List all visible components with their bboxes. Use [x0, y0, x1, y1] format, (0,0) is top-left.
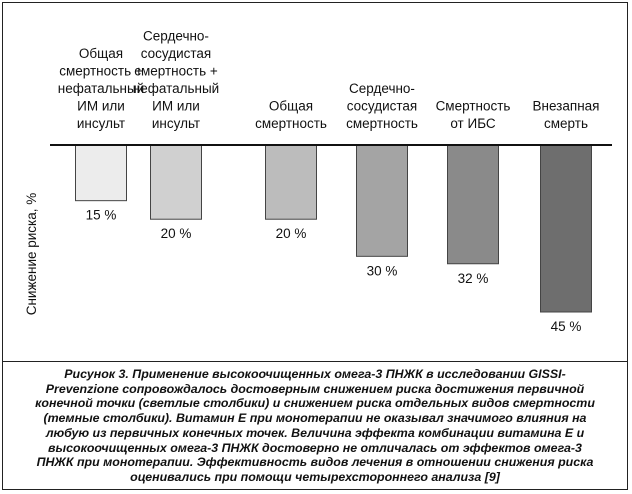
- bar: [265, 144, 317, 220]
- category-label: смертность +: [59, 64, 143, 79]
- category-label: Внезапная: [533, 99, 600, 114]
- category-label: смертность: [255, 116, 327, 131]
- caption-line: высокоочищенных омега-3 ПНЖК достоверно …: [48, 440, 582, 455]
- y-axis-label: Снижение риска, %: [24, 193, 39, 316]
- category-label: ИМ или: [152, 99, 200, 114]
- category-label: от ИБС: [450, 116, 496, 131]
- category-label: сосудистая: [141, 46, 211, 61]
- value-label: 32 %: [458, 271, 489, 286]
- caption-line: оценивались при помощи четырехстороннего…: [130, 469, 500, 484]
- category-label: смертность +: [134, 64, 218, 79]
- value-label: 30 %: [367, 263, 398, 278]
- bar: [356, 144, 408, 257]
- bar: [540, 144, 592, 313]
- value-label: 45 %: [551, 319, 582, 334]
- category-label: смерть: [544, 116, 588, 131]
- caption-line: Prevenzione сопровождалось достоверным с…: [45, 381, 585, 396]
- category-label: Общая: [269, 99, 313, 114]
- bar: [75, 144, 127, 202]
- caption-line: (темные столбики). Витамин Е при монотер…: [43, 411, 587, 426]
- category-label: Сердечно-: [349, 81, 415, 96]
- caption-line: любую из первичных конечных точек. Велич…: [45, 425, 585, 440]
- category-label: инсульт: [152, 116, 200, 131]
- figure-caption: Рисунок 3. Применение высокоочищенных ом…: [8, 367, 622, 485]
- category-label: нефатальный: [133, 81, 219, 96]
- bar: [447, 144, 499, 265]
- category-label: смертность: [346, 116, 418, 131]
- bar-chart: 15 % Общая смертность + нефатальный ИМ или ин…: [24, 29, 612, 334]
- value-label: 20 %: [276, 226, 307, 241]
- figure-frame: [2, 2, 628, 490]
- category-label: инсульт: [77, 116, 125, 131]
- category-label: ИМ или: [77, 99, 125, 114]
- value-label: 15 %: [86, 208, 117, 223]
- category-label: сосудистая: [347, 99, 417, 114]
- category-label: нефатальный: [58, 81, 144, 96]
- category-label: Общая: [79, 46, 123, 61]
- caption-divider: [2, 361, 628, 362]
- caption-line: Рисунок 3. Применение высокоочищенных ом…: [64, 367, 566, 381]
- bar: [150, 144, 202, 220]
- caption-line: ПНЖК при монотерапии. Эффективность видо…: [36, 455, 594, 470]
- category-label: Сердечно-: [143, 29, 209, 44]
- value-label: 20 %: [161, 226, 192, 241]
- category-label: Смертность: [436, 99, 511, 114]
- caption-line: конечной точки (светлые столбики) и сниж…: [35, 396, 595, 411]
